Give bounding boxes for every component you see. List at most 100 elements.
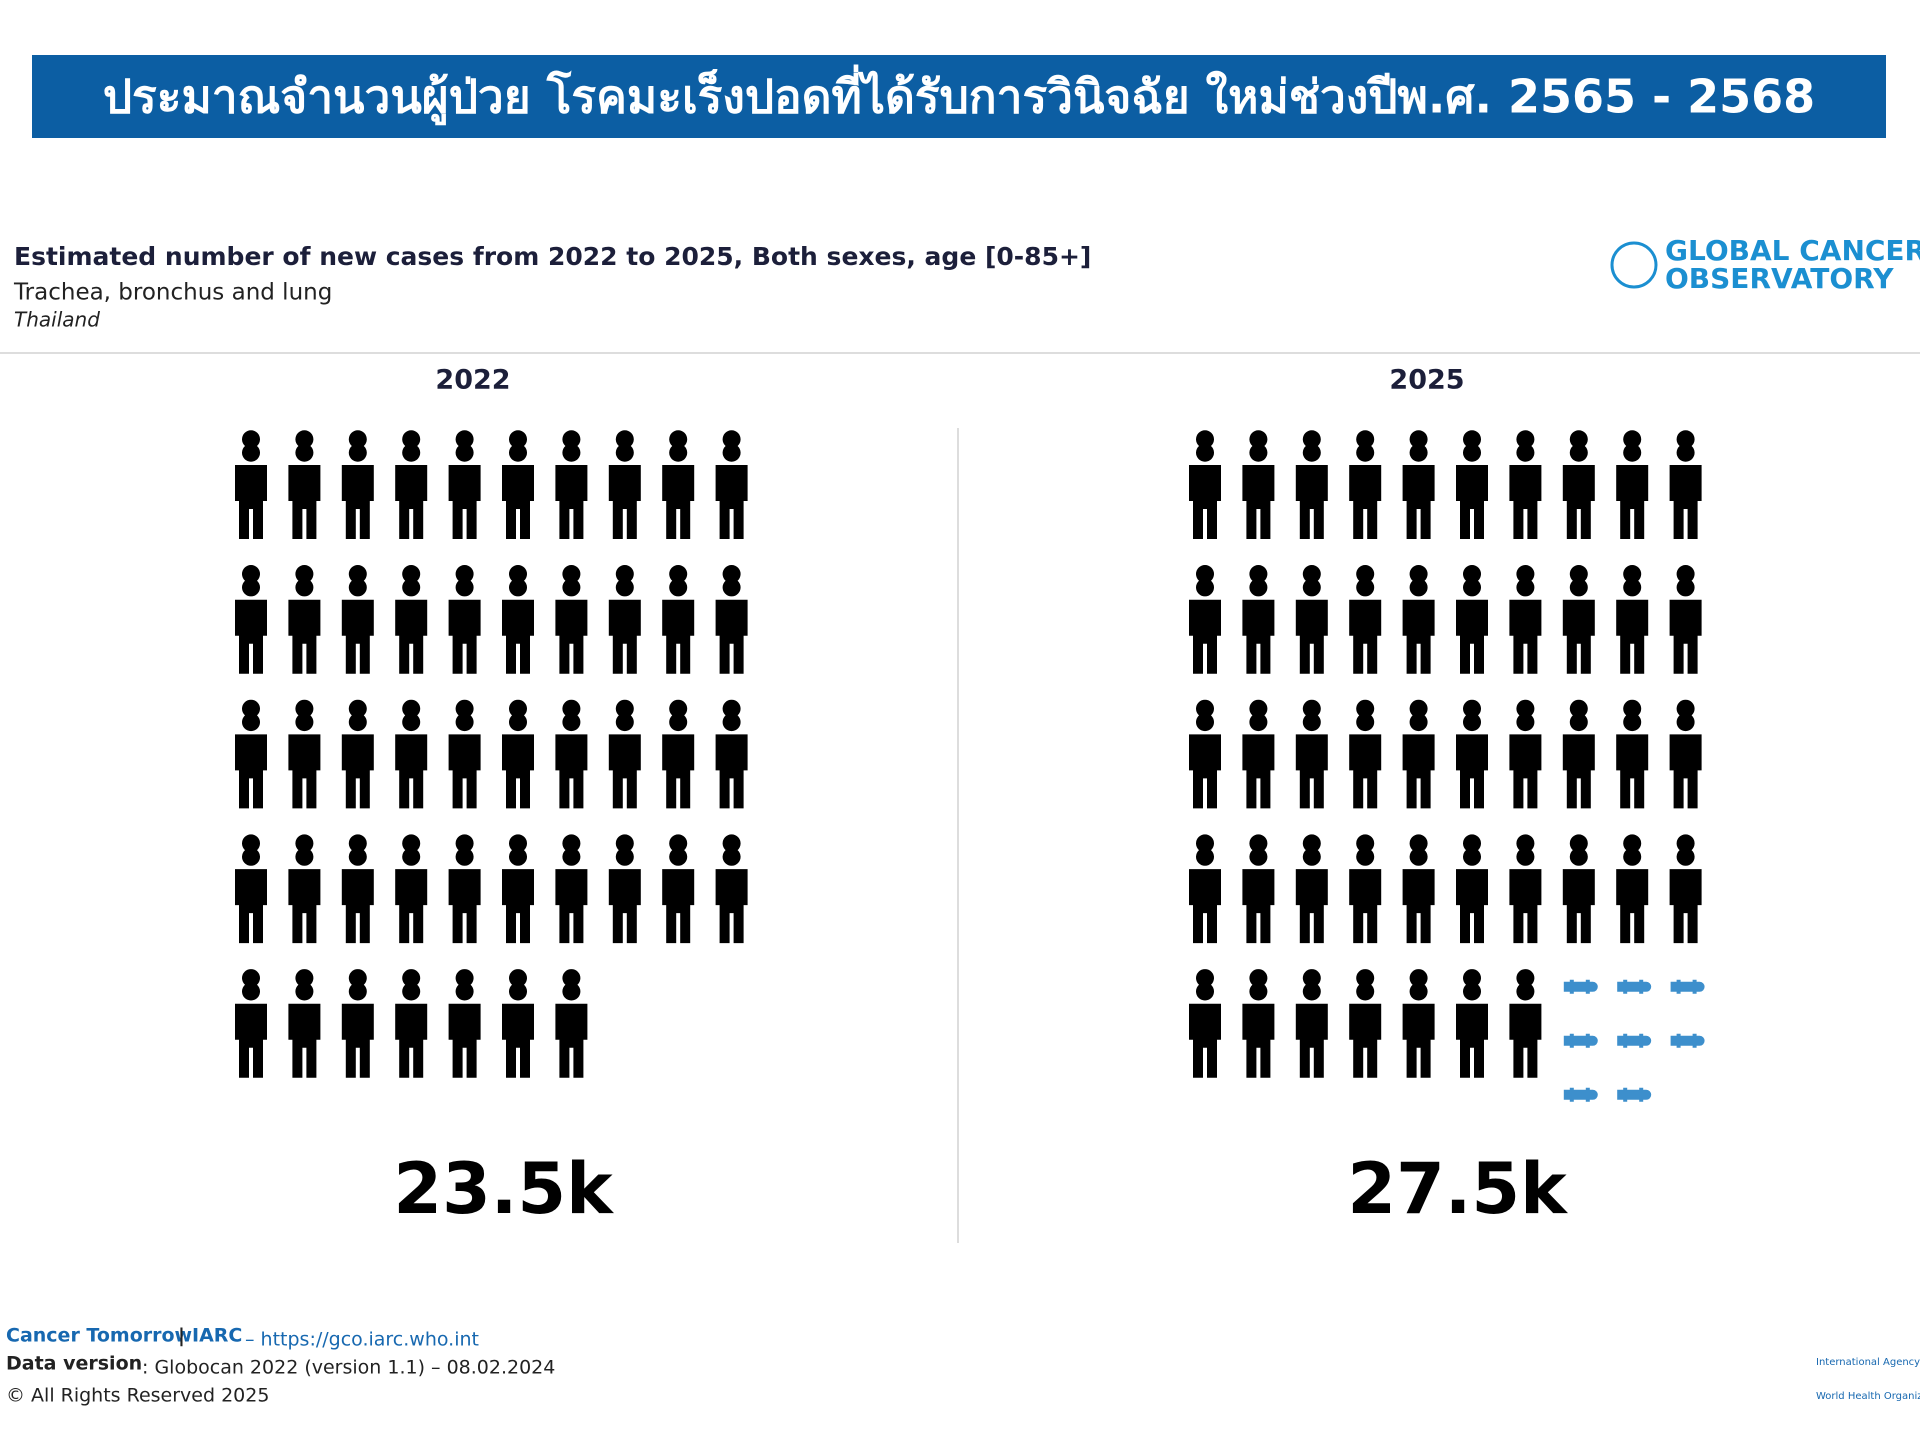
person-icon	[1349, 430, 1382, 539]
person-icon	[662, 834, 695, 944]
person-icon	[502, 564, 534, 674]
person-icon	[395, 430, 428, 539]
person-icon	[235, 564, 267, 674]
value-label: 27.5k	[1347, 1148, 1568, 1230]
footer-version: : Globocan 2022 (version 1.1) – 08.02.20…	[142, 1357, 555, 1379]
increase-icon	[1670, 1033, 1705, 1048]
person-icon	[448, 699, 481, 809]
increase-icon	[1617, 1087, 1652, 1102]
person-icon	[1295, 699, 1328, 809]
person-icon	[662, 564, 695, 674]
partner: World Health Organization	[1816, 1391, 1920, 1402]
person-icon	[1402, 969, 1435, 1078]
logo-icon	[1610, 241, 1658, 289]
person-icon	[341, 564, 374, 674]
person-icon	[1669, 564, 1702, 674]
header-bar	[32, 55, 1886, 138]
person-icon	[1509, 430, 1542, 539]
person-icon	[715, 834, 748, 944]
person-icon	[1402, 834, 1435, 944]
person-icon	[555, 430, 588, 539]
chart-subtitle: Trachea, bronchus and lung	[13, 280, 332, 306]
person-icon	[1509, 834, 1542, 944]
panel-year: 2025	[1389, 365, 1464, 396]
person-icon	[1509, 699, 1542, 809]
person-icon	[395, 564, 428, 674]
person-icon	[1242, 430, 1275, 539]
person-icon	[502, 430, 534, 539]
person-icon	[341, 699, 374, 809]
person-icon	[1295, 430, 1328, 539]
person-icon	[235, 430, 267, 539]
person-icon	[555, 699, 588, 809]
person-icon	[1669, 699, 1702, 809]
increase-icon	[1563, 979, 1598, 994]
person-icon	[1402, 699, 1435, 809]
value-label: 23.5k	[393, 1148, 614, 1230]
person-icon	[448, 564, 481, 674]
header-title: ประมาณจำนวนผู้ป่วย โรคมะเร็งปอดที่ได้รับ…	[103, 65, 1815, 126]
person-icon	[395, 699, 428, 809]
logo-text: GLOBAL CANCER	[1665, 234, 1920, 267]
person-icon	[288, 699, 321, 809]
person-icon	[1295, 834, 1328, 944]
person-icon	[608, 564, 641, 674]
person-icon	[502, 699, 534, 809]
panel-year: 2022	[435, 365, 510, 396]
person-icon	[448, 834, 481, 944]
person-icon	[1509, 969, 1542, 1078]
person-icon	[1509, 564, 1542, 674]
person-icon	[1402, 564, 1435, 674]
person-icon	[1456, 834, 1488, 944]
person-icon	[395, 834, 428, 944]
increase-icon	[1563, 1033, 1598, 1048]
person-icon	[1669, 834, 1702, 944]
person-icon	[1616, 430, 1649, 539]
footer-product: Cancer Tomorrow	[6, 1325, 192, 1347]
person-icon	[1616, 699, 1649, 809]
person-icon	[715, 699, 748, 809]
person-icon	[1616, 834, 1649, 944]
person-icon	[1242, 699, 1275, 809]
person-icon	[1562, 430, 1595, 539]
person-icon	[235, 969, 267, 1078]
person-icon	[1295, 969, 1328, 1078]
person-icon	[341, 834, 374, 944]
person-icon	[1189, 834, 1221, 944]
person-icon	[1402, 430, 1435, 539]
person-icon	[1242, 969, 1275, 1078]
footer-label: Data version	[6, 1353, 142, 1375]
person-icon	[1456, 564, 1488, 674]
person-icon	[555, 834, 588, 944]
increase-icon	[1617, 1033, 1652, 1048]
person-icon	[1456, 699, 1488, 809]
person-icon	[1189, 969, 1221, 1078]
chart-location: Thailand	[14, 308, 100, 332]
footer-org: IARC	[192, 1325, 242, 1347]
person-icon	[608, 834, 641, 944]
person-icon	[1456, 969, 1488, 1078]
increase-icon	[1617, 979, 1652, 994]
person-icon	[1189, 564, 1221, 674]
person-icon	[235, 699, 267, 809]
person-icon	[395, 969, 428, 1078]
person-icon	[1669, 430, 1702, 539]
person-icon	[1349, 834, 1382, 944]
footer-rights: © All Rights Reserved 2025	[6, 1385, 269, 1407]
person-icon	[1189, 699, 1221, 809]
person-icon	[1242, 834, 1275, 944]
person-icon	[341, 430, 374, 539]
person-icon	[1349, 699, 1382, 809]
person-icon	[608, 699, 641, 809]
person-icon	[555, 564, 588, 674]
person-icon	[288, 834, 321, 944]
person-icon	[288, 430, 321, 539]
person-icon	[1562, 564, 1595, 674]
person-icon	[662, 430, 695, 539]
person-icon	[502, 834, 534, 944]
person-icon	[608, 430, 641, 539]
person-icon	[448, 969, 481, 1078]
person-icon	[1295, 564, 1328, 674]
chart-title: Estimated number of new cases from 2022 …	[14, 242, 1091, 271]
